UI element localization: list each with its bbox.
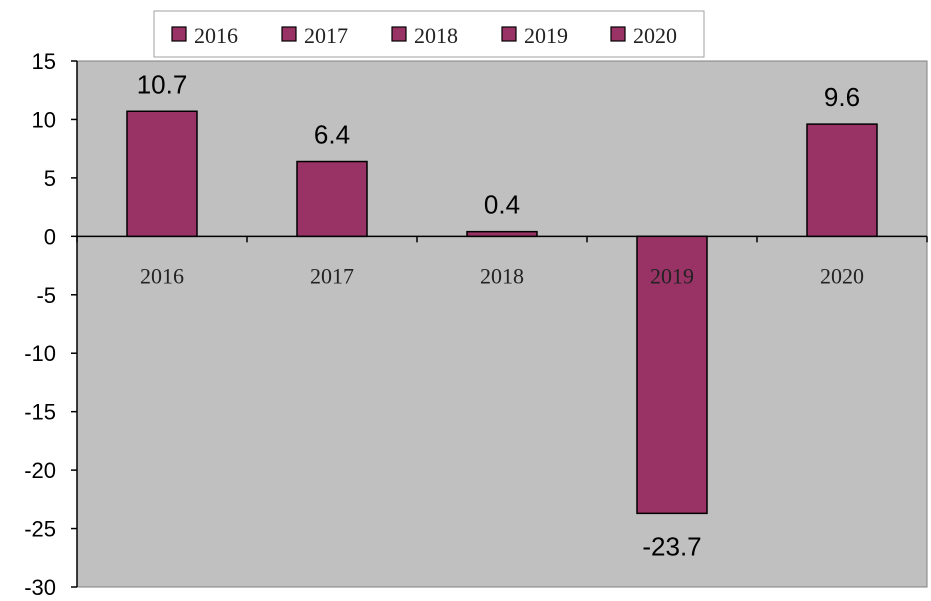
plot-area bbox=[76, 60, 928, 588]
data-labels: 10.7 6.4 0.4 -23.7 9.6 bbox=[137, 69, 860, 561]
bars bbox=[126, 110, 878, 515]
legend-entry: 2018 bbox=[414, 23, 458, 48]
legend-entry: 2020 bbox=[633, 23, 677, 48]
legend-entry: 2019 bbox=[524, 23, 568, 48]
x-tick-label: 2020 bbox=[820, 263, 864, 288]
legend-swatch bbox=[391, 26, 407, 42]
bar-2019 bbox=[636, 235, 708, 515]
x-tick-label: 2017 bbox=[310, 263, 354, 288]
x-tick-label: 2018 bbox=[480, 263, 524, 288]
legend: 2016 2017 2018 2019 2020 bbox=[153, 10, 705, 58]
x-tick-label: 2019 bbox=[650, 263, 694, 288]
y-tick-label: -30 bbox=[24, 575, 56, 600]
bar-2016 bbox=[126, 110, 198, 238]
legend-swatch bbox=[501, 26, 517, 42]
y-tick-label: -20 bbox=[24, 458, 56, 483]
y-tick-label: -25 bbox=[24, 517, 56, 542]
bar-2018 bbox=[466, 230, 538, 238]
y-tick-label: 5 bbox=[44, 166, 56, 191]
data-label: -23.7 bbox=[642, 531, 701, 561]
data-label: 6.4 bbox=[314, 120, 350, 150]
y-tick-label: -5 bbox=[36, 283, 56, 308]
y-tick-label: -10 bbox=[24, 341, 56, 366]
legend-swatch bbox=[281, 26, 297, 42]
x-tick-labels: 2016 2017 2018 2019 2020 bbox=[140, 263, 864, 288]
bar-2020 bbox=[806, 123, 878, 238]
legend-swatch bbox=[171, 26, 187, 42]
y-tick-label: 15 bbox=[32, 49, 56, 74]
bar-2017 bbox=[296, 160, 368, 238]
y-tick-label: -15 bbox=[24, 400, 56, 425]
legend-entry: 2017 bbox=[304, 23, 348, 48]
data-label: 0.4 bbox=[484, 190, 520, 220]
y-tick-label: 10 bbox=[32, 107, 56, 132]
x-tick-label: 2016 bbox=[140, 263, 184, 288]
y-axis: 15 10 5 0 -5 -10 -15 -20 -25 -30 bbox=[24, 49, 78, 600]
y-tick-label: 0 bbox=[44, 224, 56, 249]
legend-entry: 2016 bbox=[194, 23, 238, 48]
legend-swatch bbox=[610, 26, 626, 42]
data-label: 10.7 bbox=[137, 69, 188, 99]
data-label: 9.6 bbox=[824, 82, 860, 112]
